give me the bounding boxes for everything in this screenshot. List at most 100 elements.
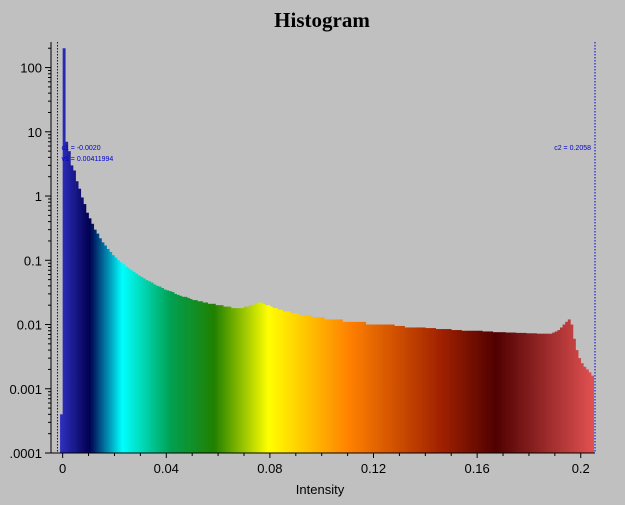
histogram-bar <box>168 291 172 453</box>
histogram-bar <box>407 327 411 453</box>
histogram-bar <box>62 48 66 453</box>
histogram-bar <box>218 305 221 453</box>
histogram-bar <box>70 165 74 453</box>
y-tick-label: 0.1 <box>24 253 42 268</box>
histogram-bar <box>461 330 465 453</box>
histogram-bar <box>588 372 592 453</box>
histogram-bar <box>544 333 548 453</box>
histogram-bar <box>503 332 506 453</box>
histogram-bar <box>409 327 413 453</box>
histogram-bar <box>339 319 343 453</box>
histogram-bar <box>67 151 71 453</box>
histogram-bar <box>205 302 209 453</box>
histogram-bar <box>184 296 188 453</box>
histogram-bar <box>578 358 582 453</box>
histogram-bar <box>88 218 92 453</box>
cursor-label-v1: v1 = 0.00411994 <box>61 156 113 163</box>
histogram-bar <box>433 328 436 453</box>
histogram-bar <box>583 366 587 453</box>
histogram-bar <box>179 295 183 453</box>
histogram-bar <box>111 255 115 453</box>
y-tick-label: 1 <box>35 189 42 204</box>
histogram-bar <box>124 266 128 453</box>
histogram-bar <box>207 303 211 453</box>
histogram-bar <box>326 319 330 453</box>
histogram-bar <box>158 286 162 453</box>
histogram-bar <box>150 282 154 453</box>
histogram-bar <box>306 315 310 453</box>
histogram-bar <box>243 306 247 453</box>
histogram-bar <box>176 294 180 453</box>
histogram-bar <box>370 324 374 453</box>
histogram-bar <box>482 331 486 453</box>
histogram-bar <box>492 332 496 453</box>
histogram-bar <box>163 289 167 453</box>
x-tick-label: 0.04 <box>154 461 179 476</box>
histogram-bar <box>515 332 519 453</box>
histogram-bar <box>285 311 289 453</box>
histogram-bar <box>288 311 291 453</box>
histogram-bar <box>174 293 177 453</box>
histogram-bar <box>189 298 193 453</box>
histogram-bar <box>549 333 553 453</box>
histogram-bar <box>531 333 535 453</box>
histogram-bar <box>560 327 563 453</box>
y-axis-ticks: .0001 0.001 0.01 0.1 1 10 100 <box>9 47 51 461</box>
histogram-bar <box>376 324 379 453</box>
histogram-bar <box>334 319 338 453</box>
histogram-bar <box>166 290 170 453</box>
histogram-bar <box>140 276 144 453</box>
histogram-bar <box>547 333 550 453</box>
histogram-bar <box>181 296 185 453</box>
histogram-bar <box>337 319 341 453</box>
histogram-bar <box>420 327 424 453</box>
histogram-bar <box>251 305 255 453</box>
x-tick-label: 0.16 <box>464 461 489 476</box>
histogram-bar <box>215 305 219 453</box>
y-tick-label: 100 <box>20 61 42 76</box>
histogram-bar <box>65 141 69 453</box>
histogram-bar <box>572 338 576 453</box>
histogram-bar <box>109 251 113 453</box>
histogram-bar <box>427 328 431 453</box>
y-tick-label: 0.001 <box>9 382 42 397</box>
histogram-bar <box>282 311 286 453</box>
histogram-bar <box>142 278 146 453</box>
histogram-bar <box>456 330 460 453</box>
histogram-bar <box>78 188 82 453</box>
histogram-bar <box>536 333 540 453</box>
histogram-bar <box>541 333 545 453</box>
y-tick-label: 0.01 <box>17 318 42 333</box>
cursor-label-c2: c2 = 0.2058 <box>554 145 591 152</box>
histogram-bar <box>430 328 434 453</box>
histogram-bar <box>269 306 273 453</box>
histogram-bar <box>386 324 390 453</box>
histogram-bar <box>262 303 266 453</box>
histogram-bar <box>495 332 499 453</box>
histogram-bar <box>259 302 263 453</box>
histogram-bar <box>267 305 271 453</box>
histogram-bar <box>280 309 284 453</box>
histogram-bar <box>345 321 348 453</box>
histogram-bar <box>220 305 224 453</box>
histogram-bar <box>518 332 522 453</box>
y-tick-label: 10 <box>28 125 42 140</box>
histogram-bar <box>451 330 455 453</box>
histogram-bar <box>350 321 354 453</box>
histogram-bar <box>60 414 63 453</box>
histogram-bar <box>233 308 237 453</box>
histogram-bar <box>484 331 488 453</box>
histogram-bar <box>246 306 250 453</box>
histogram-bar <box>365 324 369 453</box>
histogram-bar <box>528 333 532 453</box>
histogram-bar <box>417 327 421 453</box>
histogram-bar <box>474 330 478 453</box>
histogram-bar <box>122 264 126 453</box>
histogram-bar <box>254 303 258 453</box>
histogram-bar <box>368 324 372 453</box>
histogram-bar <box>161 288 164 453</box>
histogram-bar <box>352 321 356 453</box>
histogram-bar <box>153 284 157 453</box>
histogram-bar <box>308 315 312 453</box>
